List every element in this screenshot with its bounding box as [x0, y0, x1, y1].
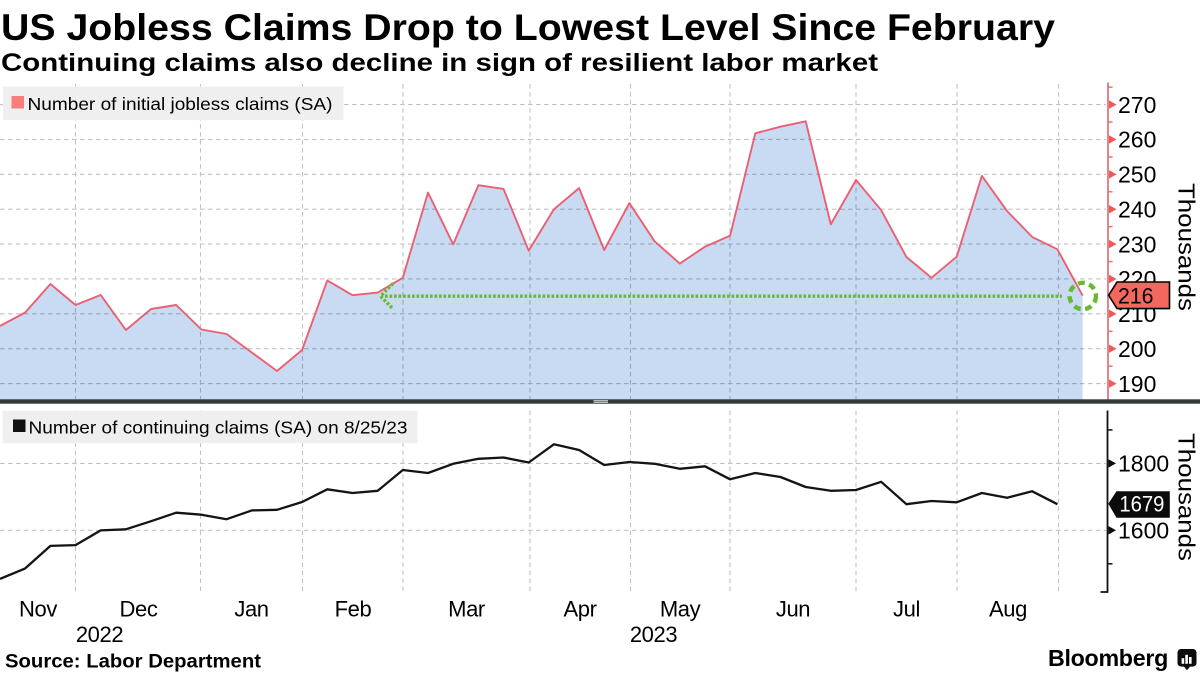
svg-text:Thousands: Thousands	[1174, 433, 1200, 561]
svg-text:1800: 1800	[1118, 451, 1169, 477]
svg-text:Jul: Jul	[893, 597, 920, 622]
svg-text:Jun: Jun	[776, 597, 810, 622]
svg-text:190: 190	[1118, 371, 1156, 397]
svg-text:Feb: Feb	[335, 597, 372, 622]
svg-text:Apr: Apr	[563, 597, 596, 622]
svg-text:May: May	[660, 597, 701, 622]
svg-text:Aug: Aug	[989, 597, 1027, 622]
svg-text:216: 216	[1118, 283, 1154, 308]
svg-text:1600: 1600	[1118, 518, 1169, 544]
svg-text:Bloomberg: Bloomberg	[1048, 645, 1168, 671]
svg-text:240: 240	[1118, 196, 1156, 222]
svg-text:250: 250	[1118, 162, 1156, 188]
svg-text:Mar: Mar	[448, 597, 485, 622]
svg-text:200: 200	[1118, 336, 1156, 362]
svg-text:260: 260	[1118, 127, 1156, 153]
svg-text:2023: 2023	[630, 622, 678, 647]
svg-text:2022: 2022	[76, 622, 124, 647]
svg-text:1679: 1679	[1119, 492, 1164, 517]
svg-text:Thousands: Thousands	[1174, 183, 1200, 311]
svg-text:Jan: Jan	[234, 597, 268, 622]
svg-text:230: 230	[1118, 231, 1156, 257]
svg-text:Continuing claims also decline: Continuing claims also decline in sign o…	[1, 49, 879, 77]
svg-text:Number of initial jobless clai: Number of initial jobless claims (SA)	[28, 94, 333, 114]
svg-text:Number of continuing claims (S: Number of continuing claims (SA) on 8/25…	[29, 418, 408, 438]
svg-text:Nov: Nov	[19, 597, 57, 622]
svg-text:Dec: Dec	[120, 597, 158, 622]
svg-text:Source: Labor Department: Source: Labor Department	[5, 651, 262, 673]
svg-text:US Jobless Claims Drop to Lowe: US Jobless Claims Drop to Lowest Level S…	[1, 7, 1055, 48]
svg-text:270: 270	[1118, 92, 1156, 118]
